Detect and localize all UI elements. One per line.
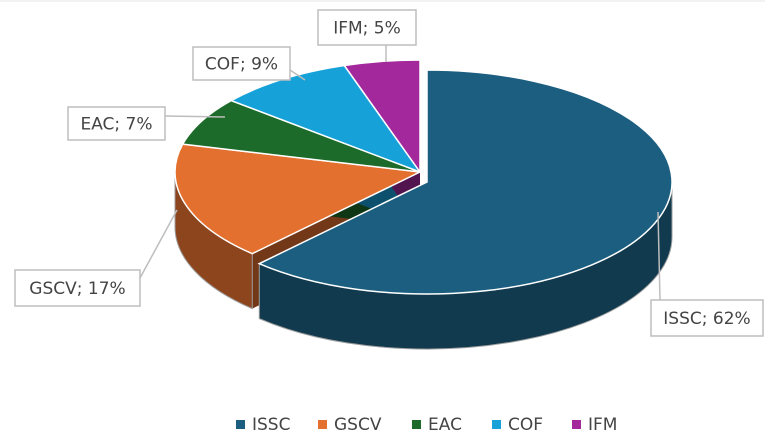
legend-swatch [236, 420, 245, 429]
data-labels: ISSC; 62% GSCV; 17% EAC; 7% COF; 9% IFM; 5% [14, 9, 764, 337]
label-box [650, 299, 764, 337]
leader-line [164, 115, 226, 118]
legend-label: COF [508, 415, 543, 435]
leader-line [657, 211, 661, 301]
slice [342, 59, 421, 175]
data-label: GSCV; 17% [29, 279, 125, 299]
leader-line [139, 209, 178, 279]
legend-label: ISSC [252, 415, 290, 435]
legend-swatch [492, 420, 501, 429]
label-box [67, 106, 166, 141]
legend-swatch [572, 420, 581, 429]
legend-label: IFM [588, 415, 617, 435]
legend: ISSC GSCV EAC COF IFM [236, 415, 617, 435]
leader-line [289, 69, 306, 81]
data-label: EAC; 7% [80, 115, 152, 135]
legend-swatch [412, 420, 421, 429]
data-label: IFM; 5% [333, 19, 401, 39]
slice [257, 69, 673, 295]
label-box [192, 46, 291, 81]
label-box [317, 9, 417, 46]
label-box [14, 269, 141, 307]
legend-label: GSCV [334, 415, 382, 435]
data-label: ISSC; 62% [663, 309, 750, 329]
pie [174, 59, 673, 350]
slice [174, 143, 423, 255]
legend-swatch [318, 420, 327, 429]
slice [181, 99, 421, 173]
data-label: COF; 9% [205, 55, 278, 75]
legend-label: EAC [428, 415, 462, 435]
